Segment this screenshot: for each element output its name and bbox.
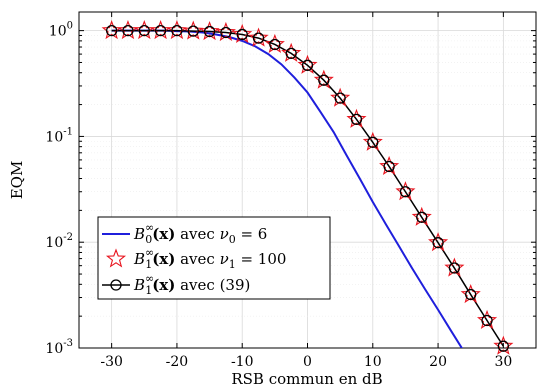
legend-label: B∞ 1(x) avec ν1 = 100 [133, 246, 286, 271]
star-marker [330, 87, 351, 107]
circle-marker [154, 24, 167, 37]
circle-marker [416, 211, 428, 223]
series-lines [111, 29, 504, 348]
circle-marker [285, 47, 297, 59]
star-marker [117, 20, 139, 40]
circle-marker [252, 32, 265, 44]
circle-marker [187, 25, 199, 37]
circle-marker [481, 314, 493, 327]
legend-item: B∞ 1(x) avec ν1 = 100 [105, 246, 286, 271]
circle-marker [236, 28, 248, 41]
circle-marker [220, 26, 232, 39]
circle-marker [122, 24, 134, 37]
y-tick-label: 10-3 [45, 338, 73, 357]
circle-marker [367, 136, 379, 148]
star-marker [215, 21, 236, 42]
x-tick-label: 20 [429, 354, 447, 370]
star-marker [444, 257, 465, 277]
circle-marker [497, 340, 510, 352]
circle-marker [383, 160, 395, 173]
star-marker [248, 27, 269, 47]
legend-item: B∞ 1(x) avec (39) [102, 272, 250, 297]
star-marker [281, 42, 302, 62]
legend-label: B∞ 0(x) avec ν0 = 6 [133, 221, 267, 246]
star-marker [150, 20, 171, 40]
legend-box [97, 216, 331, 300]
x-tick-label: 10 [364, 354, 382, 370]
x-axis-label: RSB commun en dB [231, 370, 382, 388]
star-marker [101, 20, 122, 40]
circle-marker [432, 237, 444, 249]
star-marker [313, 69, 334, 89]
y-axis-label: EQM [8, 161, 26, 200]
y-axis: 100 10-1 10-2 10-3 [45, 21, 536, 357]
x-tick-label: 0 [303, 354, 312, 370]
circle-marker [203, 25, 216, 38]
x-tick-label: 30 [494, 354, 512, 370]
circle-marker [334, 92, 346, 104]
circle-marker [269, 38, 281, 51]
star-marker [460, 283, 481, 304]
x-axis: -30 -20 -10 0 10 20 30 [100, 12, 512, 370]
star-marker [476, 309, 498, 330]
y-tick-label: 10-2 [45, 232, 73, 251]
y-tick-label: 10-1 [45, 126, 73, 145]
star-marker [428, 232, 449, 252]
circle-marker [318, 74, 330, 86]
circle-marker [448, 262, 461, 274]
circle-marker [399, 186, 412, 198]
star-marker [183, 20, 204, 40]
circle-marker [138, 24, 150, 37]
star-marker [166, 20, 187, 40]
legend-circle-icon [110, 279, 122, 291]
star-marker [297, 54, 318, 74]
legend-item: B∞ 0(x) avec ν0 = 6 [102, 221, 267, 246]
series-markers [101, 20, 514, 355]
star-marker [199, 20, 220, 41]
star-marker [264, 33, 285, 54]
series-line-2 [111, 29, 504, 347]
star-marker [395, 181, 416, 201]
star-marker [346, 108, 367, 128]
star-marker [493, 335, 514, 355]
legend: B∞ 0(x) avec ν0 = 6B∞ 1(x) avec ν1 = 100B∞… [97, 216, 331, 300]
star-marker [411, 206, 432, 226]
star-marker [232, 23, 253, 44]
star-marker [379, 155, 400, 176]
x-tick-label: -30 [100, 354, 123, 370]
legend-star-icon [105, 248, 127, 268]
legend-label: B∞ 1(x) avec (39) [133, 272, 250, 297]
circle-marker [105, 24, 118, 37]
star-marker [134, 20, 155, 40]
x-tick-label: -10 [231, 354, 254, 370]
star-marker [362, 131, 383, 151]
circle-marker [171, 24, 183, 37]
circle-marker [350, 113, 363, 125]
y-tick-label: 100 [49, 21, 73, 40]
circle-marker [301, 59, 314, 71]
x-tick-label: -20 [166, 354, 189, 370]
circle-marker [465, 288, 477, 301]
